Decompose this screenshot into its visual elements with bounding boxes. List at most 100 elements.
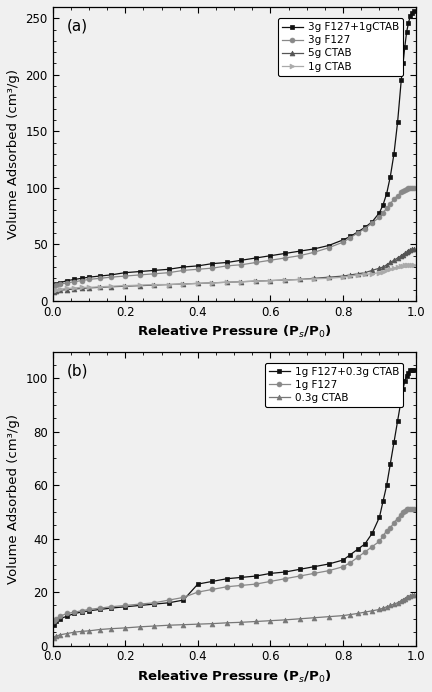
- 1g F127+0.3g CTAB: [152, 600, 157, 608]
- 3g F127+1gCTAB: [254, 254, 259, 262]
- 0.3g CTAB: [254, 617, 259, 626]
- 5g CTAB: [408, 246, 413, 254]
- 1g CTAB: [268, 276, 273, 284]
- 1g CTAB: [400, 262, 406, 270]
- 0.3g CTAB: [400, 595, 406, 603]
- 1g F127+0.3g CTAB: [395, 417, 400, 425]
- 3g F127+1gCTAB: [362, 224, 368, 232]
- 3g F127: [411, 183, 416, 192]
- 0.3g CTAB: [72, 628, 77, 637]
- 3g F127: [381, 208, 386, 217]
- 5g CTAB: [254, 277, 259, 285]
- 0.3g CTAB: [152, 622, 157, 630]
- 1g CTAB: [52, 286, 57, 295]
- 1g F127+0.3g CTAB: [406, 369, 411, 377]
- 1g F127+0.3g CTAB: [369, 529, 375, 538]
- 3g F127+1gCTAB: [86, 273, 92, 282]
- 5g CTAB: [402, 249, 407, 257]
- 1g F127: [297, 572, 302, 580]
- 1g F127: [181, 593, 186, 601]
- 0.3g CTAB: [108, 625, 113, 633]
- 1g CTAB: [399, 262, 404, 271]
- 3g F127+1gCTAB: [388, 172, 393, 181]
- 5g CTAB: [123, 282, 128, 291]
- 1g CTAB: [395, 263, 400, 271]
- 1g F127+0.3g CTAB: [411, 366, 416, 374]
- 5g CTAB: [391, 256, 397, 264]
- 5g CTAB: [54, 286, 59, 295]
- 0.3g CTAB: [348, 610, 353, 619]
- 3g F127+1gCTAB: [181, 263, 186, 271]
- 5g CTAB: [210, 279, 215, 287]
- 1g CTAB: [410, 261, 415, 269]
- 5g CTAB: [268, 276, 273, 284]
- 5g CTAB: [377, 264, 382, 272]
- Text: (a): (a): [67, 19, 88, 34]
- 1g F127+0.3g CTAB: [137, 601, 143, 610]
- 1g CTAB: [348, 272, 353, 280]
- 3g F127: [355, 229, 360, 237]
- 1g F127+0.3g CTAB: [123, 603, 128, 611]
- 3g F127+1gCTAB: [410, 8, 415, 17]
- 1g CTAB: [224, 278, 229, 286]
- 0.3g CTAB: [97, 626, 102, 634]
- 3g F127: [64, 279, 70, 287]
- 1g CTAB: [79, 283, 84, 291]
- 0.3g CTAB: [166, 621, 172, 630]
- 3g F127+1gCTAB: [239, 256, 244, 264]
- 3g F127: [123, 272, 128, 280]
- 3g F127: [408, 183, 413, 192]
- 5g CTAB: [355, 270, 360, 278]
- 0.3g CTAB: [210, 619, 215, 628]
- 1g F127+0.3g CTAB: [326, 560, 331, 568]
- 1g F127+0.3g CTAB: [410, 366, 415, 374]
- 5g CTAB: [326, 273, 331, 282]
- 0.3g CTAB: [86, 627, 92, 635]
- 3g F127: [400, 187, 406, 195]
- 3g F127+1gCTAB: [326, 242, 331, 250]
- 5g CTAB: [72, 285, 77, 293]
- 3g F127: [377, 213, 382, 221]
- 0.3g CTAB: [57, 630, 63, 639]
- 3g F127: [97, 274, 102, 282]
- 1g F127+0.3g CTAB: [297, 565, 302, 574]
- 1g CTAB: [254, 277, 259, 285]
- 3g F127+1gCTAB: [381, 201, 386, 209]
- 1g F127+0.3g CTAB: [210, 577, 215, 585]
- 5g CTAB: [52, 288, 57, 296]
- 0.3g CTAB: [52, 633, 57, 641]
- 3g F127+1gCTAB: [224, 258, 229, 266]
- 5g CTAB: [239, 277, 244, 286]
- 1g F127+0.3g CTAB: [254, 572, 259, 580]
- 3g F127+1gCTAB: [210, 260, 215, 268]
- 1g CTAB: [311, 275, 317, 283]
- 3g F127: [152, 270, 157, 278]
- 5g CTAB: [410, 245, 415, 253]
- 1g F127+0.3g CTAB: [166, 599, 172, 607]
- Line: 3g F127: 3g F127: [52, 185, 416, 289]
- Text: (b): (b): [67, 363, 89, 379]
- 1g F127+0.3g CTAB: [404, 372, 409, 380]
- 0.3g CTAB: [224, 619, 229, 627]
- 3g F127: [410, 183, 415, 192]
- Line: 1g F127+0.3g CTAB: 1g F127+0.3g CTAB: [52, 368, 416, 628]
- 0.3g CTAB: [369, 607, 375, 615]
- 1g F127: [404, 505, 409, 513]
- 3g F127: [369, 219, 375, 227]
- Legend: 3g F127+1gCTAB, 3g F127, 5g CTAB, 1g CTAB: 3g F127+1gCTAB, 3g F127, 5g CTAB, 1g CTA…: [278, 18, 403, 75]
- 0.3g CTAB: [326, 612, 331, 621]
- 3g F127: [384, 204, 389, 212]
- 1g F127+0.3g CTAB: [79, 608, 84, 617]
- 3g F127+1gCTAB: [108, 271, 113, 279]
- 1g F127: [402, 507, 407, 515]
- 0.3g CTAB: [406, 592, 411, 601]
- 1g F127: [355, 553, 360, 561]
- 1g CTAB: [391, 264, 397, 272]
- 3g F127+1gCTAB: [369, 217, 375, 226]
- 0.3g CTAB: [395, 599, 400, 607]
- 1g F127: [268, 577, 273, 585]
- 1g F127: [64, 610, 70, 618]
- X-axis label: Releative Pressure (P$_s$/P$_0$): Releative Pressure (P$_s$/P$_0$): [137, 669, 331, 685]
- 1g F127: [399, 511, 404, 519]
- 1g CTAB: [384, 266, 389, 275]
